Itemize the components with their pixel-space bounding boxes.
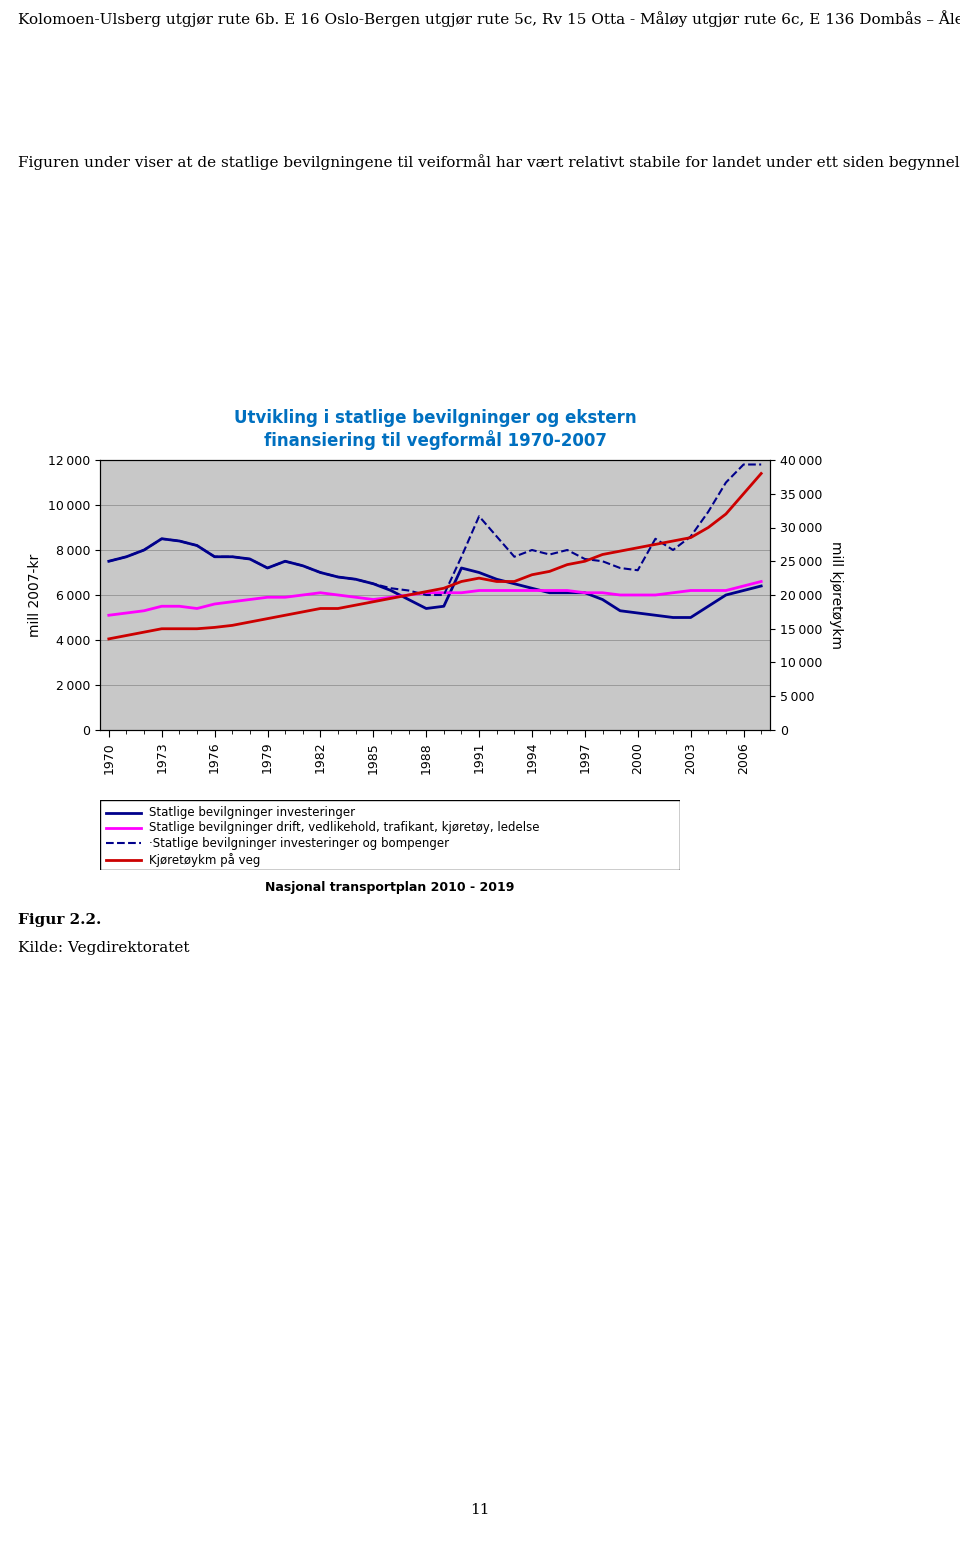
Text: Figuren under viser at de statlige bevilgningene til veiformål har vært relativt: Figuren under viser at de statlige bevil…: [18, 154, 960, 170]
Text: Kolomoen-Ulsberg utgjør rute 6b. E 16 Oslo-Bergen utgjør rute 5c, Rv 15 Otta - M: Kolomoen-Ulsberg utgjør rute 6b. E 16 Os…: [18, 9, 960, 26]
Text: ·Statlige bevilgninger investeringer og bompenger: ·Statlige bevilgninger investeringer og …: [150, 836, 449, 850]
Text: Statlige bevilgninger investeringer: Statlige bevilgninger investeringer: [150, 805, 355, 819]
Text: 11: 11: [470, 1503, 490, 1517]
Text: Figur 2.2.: Figur 2.2.: [18, 913, 102, 927]
Text: Kjøretøykm på veg: Kjøretøykm på veg: [150, 853, 261, 867]
Y-axis label: mill 2007-kr: mill 2007-kr: [29, 554, 42, 637]
Text: Kilde: Vegdirektoratet: Kilde: Vegdirektoratet: [18, 941, 189, 955]
Text: Nasjonal transportplan 2010 - 2019: Nasjonal transportplan 2010 - 2019: [265, 881, 515, 893]
Text: Statlige bevilgninger drift, vedlikehold, trafikant, kjøretøy, ledelse: Statlige bevilgninger drift, vedlikehold…: [150, 821, 540, 835]
Y-axis label: mill kjøretøykm: mill kjøretøykm: [828, 542, 843, 650]
Title: Utvikling i statlige bevilgninger og ekstern
finansiering til vegformål 1970-200: Utvikling i statlige bevilgninger og eks…: [233, 409, 636, 451]
